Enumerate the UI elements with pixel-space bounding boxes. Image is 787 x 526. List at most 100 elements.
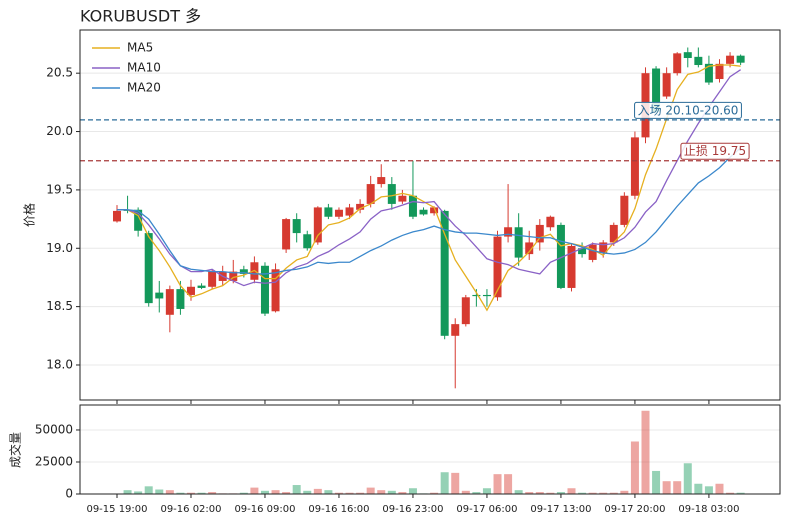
volume-bar bbox=[694, 483, 703, 494]
candle-body bbox=[197, 285, 206, 288]
level-label-box bbox=[680, 142, 750, 160]
volume-bar bbox=[578, 492, 587, 494]
volume-bar bbox=[356, 492, 365, 494]
volume-bar bbox=[186, 492, 195, 494]
level-label: 入场 20.10-20.60 bbox=[638, 103, 739, 117]
candle-body bbox=[694, 56, 703, 66]
candle-body bbox=[451, 324, 460, 336]
volume-bar bbox=[493, 474, 502, 494]
candle-body bbox=[736, 55, 745, 63]
volume-bar bbox=[123, 490, 132, 494]
volume-bar bbox=[652, 470, 661, 494]
x-tick-label: 09-17 06:00 bbox=[456, 504, 517, 515]
candle-body bbox=[165, 289, 174, 315]
candle-body bbox=[440, 210, 449, 336]
candle-body bbox=[556, 224, 565, 288]
candle-body bbox=[609, 224, 618, 243]
candle-body bbox=[461, 297, 470, 325]
volume-bar bbox=[535, 492, 544, 494]
candle-body bbox=[525, 242, 534, 255]
volume-bar bbox=[197, 492, 206, 494]
volume-bar bbox=[313, 488, 322, 494]
volume-bar bbox=[482, 488, 491, 494]
candle-body bbox=[377, 177, 386, 185]
volume-bar bbox=[514, 490, 523, 494]
volume-bar bbox=[387, 490, 396, 494]
volume-bar bbox=[630, 441, 639, 494]
chart-title: KORUBUSDT 多 bbox=[80, 7, 201, 26]
candle-body bbox=[271, 269, 280, 312]
candle-body bbox=[260, 265, 269, 314]
volume-bar bbox=[250, 487, 259, 494]
x-tick-label: 09-17 13:00 bbox=[530, 504, 591, 515]
volume-bar bbox=[504, 474, 513, 494]
volume-bar bbox=[144, 486, 153, 494]
candle-body bbox=[567, 245, 576, 288]
volume-bar bbox=[440, 472, 449, 494]
volume-bar bbox=[134, 491, 143, 494]
candle-body bbox=[504, 227, 513, 237]
candle-body bbox=[630, 137, 639, 196]
ma-line bbox=[116, 69, 741, 287]
candle-body bbox=[588, 244, 597, 260]
volume-frame bbox=[79, 404, 781, 495]
volume-axis-label: 成交量 bbox=[8, 432, 23, 468]
volume-bar bbox=[451, 472, 460, 494]
volume-bar bbox=[525, 492, 534, 494]
volume-bar bbox=[556, 492, 565, 494]
candle-body bbox=[334, 209, 343, 217]
candle-body bbox=[155, 292, 164, 299]
candle-body bbox=[356, 203, 365, 210]
candle-body bbox=[704, 63, 713, 83]
candle-body bbox=[493, 236, 502, 298]
x-tick-label: 09-16 09:00 bbox=[234, 504, 295, 515]
x-tick-label: 09-16 23:00 bbox=[382, 504, 443, 515]
volume-bar bbox=[271, 490, 280, 494]
volume-bar bbox=[641, 410, 650, 494]
volume-bar bbox=[599, 492, 608, 494]
candle-body bbox=[186, 286, 195, 295]
x-tick-label: 09-18 03:00 bbox=[678, 504, 739, 515]
candle-body bbox=[662, 73, 671, 97]
candle-body bbox=[292, 219, 301, 234]
candle-body bbox=[620, 195, 629, 225]
y-tick-label: 18.0 bbox=[46, 357, 73, 371]
volume-bar bbox=[726, 492, 735, 494]
volume-bar bbox=[303, 490, 312, 494]
y-tick-label: 20.0 bbox=[46, 124, 73, 138]
candle-body bbox=[715, 63, 724, 80]
candle-body bbox=[419, 209, 428, 215]
y-tick-label: 18.5 bbox=[46, 299, 73, 313]
volume-bar bbox=[430, 492, 439, 494]
x-tick-label: 09-16 02:00 bbox=[160, 504, 221, 515]
volume-bar bbox=[282, 492, 291, 494]
volume-bar bbox=[260, 490, 269, 494]
candle-body bbox=[482, 294, 491, 297]
volume-bar bbox=[398, 492, 407, 494]
y-axis-label: 价格 bbox=[22, 203, 37, 227]
volume-bar bbox=[673, 481, 682, 494]
candle-body bbox=[229, 271, 238, 281]
candle-body bbox=[726, 55, 735, 64]
candle-body bbox=[599, 242, 608, 253]
level-label-box bbox=[634, 101, 742, 119]
y-tick-label: 50000 bbox=[35, 422, 73, 436]
plot-layer: 18.0 18.5 19.0 19.5 20.0 20.5 0 25000 50000 09-15… bbox=[35, 41, 780, 515]
candle-body bbox=[112, 210, 121, 222]
y-tick-label: 20.5 bbox=[46, 66, 73, 80]
candle-body bbox=[514, 227, 523, 258]
candle-body bbox=[282, 219, 291, 250]
level-label: 止损 19.75 bbox=[684, 144, 746, 158]
volume-bar bbox=[567, 488, 576, 494]
volume-bar bbox=[715, 483, 724, 494]
candle-body bbox=[408, 195, 417, 217]
volume-bar bbox=[736, 492, 745, 494]
volume-bar bbox=[324, 490, 333, 494]
candle-body bbox=[535, 224, 544, 243]
candle-body bbox=[345, 207, 354, 216]
volume-bar bbox=[662, 481, 671, 494]
volume-bar bbox=[546, 492, 555, 494]
candle-body bbox=[673, 53, 682, 74]
volume-bar bbox=[408, 488, 417, 494]
